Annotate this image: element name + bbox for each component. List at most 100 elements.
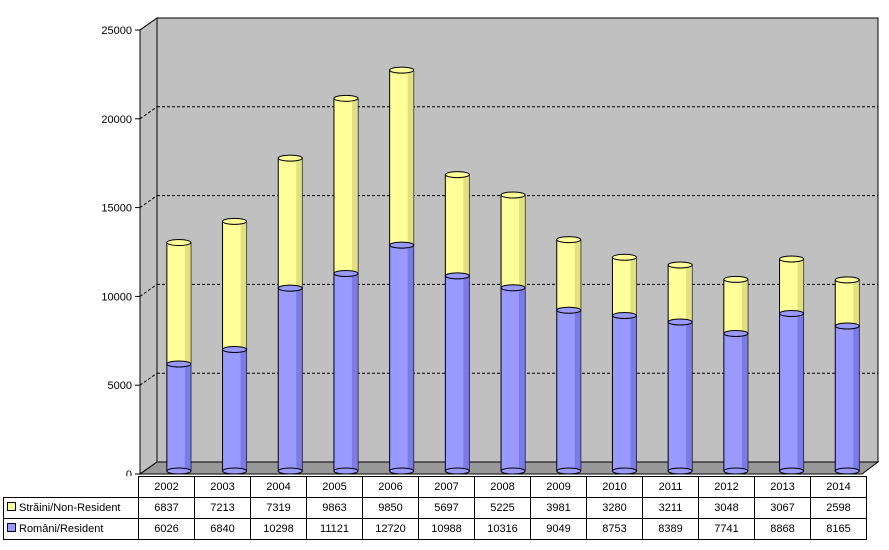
bar-resident-base [223, 468, 247, 474]
bar-nonresident-shade [742, 279, 748, 333]
bar-resident-base [278, 468, 302, 474]
bar-resident-base [557, 468, 581, 474]
data-table-value: 8389 [643, 519, 699, 540]
bar-resident-base [167, 468, 191, 474]
data-table-category: 2005 [307, 477, 363, 498]
bar-top-cap [445, 172, 469, 178]
data-table-value: 9049 [531, 519, 587, 540]
bar-top-cap [780, 256, 804, 262]
data-table-value: 9863 [307, 498, 363, 519]
data-table: 2002200320042005200620072008200920102011… [3, 476, 867, 540]
bar-resident-shade [798, 314, 804, 471]
bar-segment-seam [334, 270, 358, 276]
bar-segment-seam [278, 285, 302, 291]
data-table-category: 2002 [139, 477, 195, 498]
bar-resident-shade [742, 334, 748, 471]
data-table-value: 7319 [251, 498, 307, 519]
stacked-cylinder-chart: 0500010000150002000025000 [0, 0, 889, 476]
bar-resident-base [501, 468, 525, 474]
bar-resident-base [445, 468, 469, 474]
data-table-value: 7741 [699, 519, 755, 540]
plot-side-wall [140, 18, 157, 474]
legend-entry: Străini/Non-Resident [4, 498, 139, 519]
data-table-value: 5697 [419, 498, 475, 519]
bar-group [612, 254, 636, 474]
bar-nonresident-shade [686, 265, 692, 322]
bar-resident-shade [575, 310, 581, 471]
bar-top-cap [612, 254, 636, 260]
bar-nonresident-shade [241, 221, 247, 349]
data-table-category: 2009 [531, 477, 587, 498]
data-table-row: Străini/Non-Resident68377213731998639850… [4, 498, 867, 519]
bar-segment-seam [557, 307, 581, 313]
y-axis: 0500010000150002000025000 [101, 25, 140, 476]
data-table-category: 2010 [587, 477, 643, 498]
data-table-category: 2014 [811, 477, 867, 498]
bar-segment-seam [445, 273, 469, 279]
bar-nonresident-shade [798, 259, 804, 313]
bar-resident-base [780, 468, 804, 474]
bar-segment-seam [390, 242, 414, 248]
data-table-value: 6026 [139, 519, 195, 540]
bar-resident-base [835, 468, 859, 474]
bar-resident-shade [463, 276, 469, 471]
data-table-category: 2013 [755, 477, 811, 498]
bar-nonresident-shade [630, 257, 636, 315]
bar-nonresident-shade [185, 243, 191, 364]
data-table-value: 8868 [755, 519, 811, 540]
bar-group [724, 276, 748, 474]
bar-resident-base [724, 468, 748, 474]
bar-resident-shade [630, 316, 636, 471]
bar-top-cap [668, 262, 692, 268]
data-table-value: 3048 [699, 498, 755, 519]
data-table-value: 3067 [755, 498, 811, 519]
data-table-value: 7213 [195, 498, 251, 519]
data-table-value: 10298 [251, 519, 307, 540]
bar-resident-shade [352, 273, 358, 471]
data-table-value: 3211 [643, 498, 699, 519]
bar-top-cap [223, 218, 247, 224]
data-table-value: 9850 [363, 498, 419, 519]
bar-resident-shade [185, 364, 191, 471]
y-tick-label: 0 [126, 469, 132, 476]
bar-segment-seam [501, 285, 525, 291]
bar-nonresident-shade [463, 175, 469, 276]
bar-group [668, 262, 692, 474]
data-table-value: 8753 [587, 519, 643, 540]
bar-resident-base [390, 468, 414, 474]
bar-resident-shade [853, 326, 859, 471]
data-table-value: 10988 [419, 519, 475, 540]
bar-resident-base [668, 468, 692, 474]
legend-entry: Români/Resident [4, 519, 139, 540]
bar-top-cap [835, 277, 859, 283]
bar-top-cap [557, 237, 581, 243]
data-table-category: 2012 [699, 477, 755, 498]
bar-group [167, 240, 191, 474]
bar-nonresident-shade [575, 240, 581, 311]
bar-top-cap [390, 67, 414, 73]
data-table-row: Români/Resident6026684010298111211272010… [4, 519, 867, 540]
bar-nonresident-shade [519, 195, 525, 288]
bar-group [501, 192, 525, 474]
data-table-value: 6837 [139, 498, 195, 519]
bar-top-cap [334, 95, 358, 101]
data-table-category: 2007 [419, 477, 475, 498]
bar-resident-shade [241, 350, 247, 471]
data-table-category: 2003 [195, 477, 251, 498]
y-tick-label: 25000 [101, 25, 132, 37]
bar-group [334, 95, 358, 474]
data-table-value: 6840 [195, 519, 251, 540]
bar-group [278, 155, 302, 474]
bar-segment-seam [780, 311, 804, 317]
data-table-category: 2008 [475, 477, 531, 498]
bar-segment-seam [724, 331, 748, 337]
data-table-value: 11121 [307, 519, 363, 540]
y-tick-label: 20000 [101, 114, 132, 126]
data-table-header: 2002200320042005200620072008200920102011… [4, 477, 867, 498]
data-table-category: 2004 [251, 477, 307, 498]
y-tick-label: 5000 [108, 380, 132, 392]
bar-resident-shade [686, 322, 692, 471]
data-table-value: 3280 [587, 498, 643, 519]
bar-resident-shade [296, 288, 302, 471]
bar-segment-seam [612, 313, 636, 319]
